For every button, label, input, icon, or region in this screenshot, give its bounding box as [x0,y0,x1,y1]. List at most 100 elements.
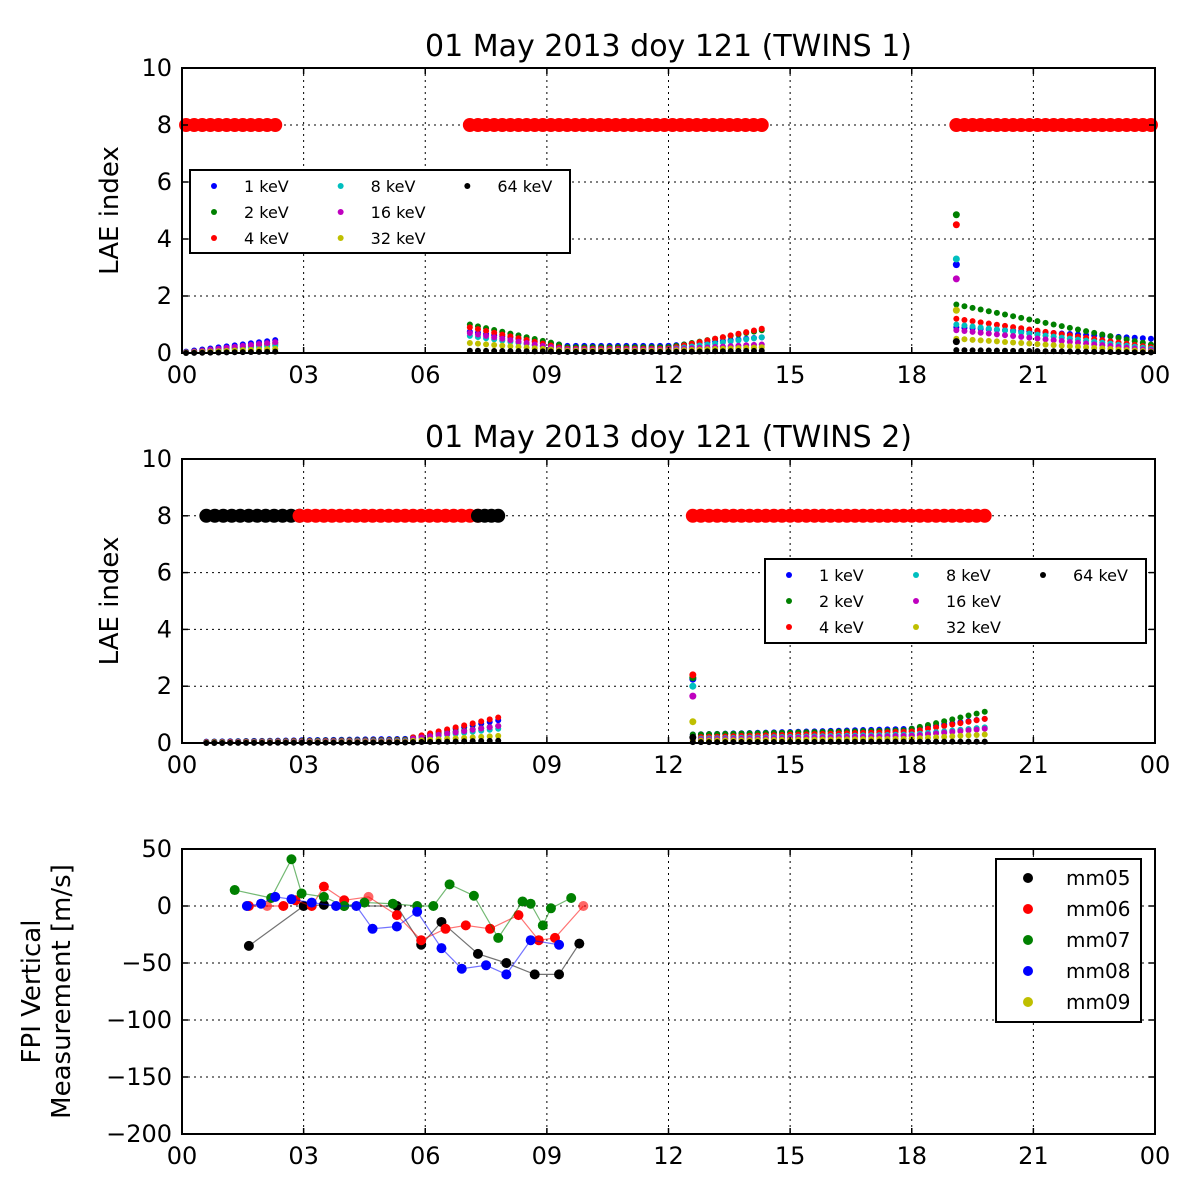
band-marker-point [491,508,506,523]
data-point-2-kev [1099,331,1106,338]
y-tick-label: 8 [157,111,172,139]
data-point-32-kev [981,731,988,738]
data-point-2-kev [1115,334,1122,341]
data-point-32-kev [993,338,1000,345]
data-point-16-kev [1058,338,1065,345]
data-point-4-kev [469,720,476,727]
data-point-mm08 [412,906,423,917]
data-point-mm05 [529,969,540,980]
y-tick-label: 10 [141,54,172,82]
data-point-mm06 [391,910,402,921]
legend-marker [337,209,344,215]
data-point-32-kev [949,733,956,740]
x-tick-label: 15 [775,751,806,779]
data-point-mm08 [286,894,297,905]
y-tick-label: 2 [157,672,172,700]
legend-box [189,169,571,254]
band-marker-point [268,118,283,132]
data-point-2-kev [965,712,972,719]
data-point-32-kev [1001,338,1008,345]
legend-marker [786,624,792,630]
data-point-mm08 [270,891,281,902]
data-point-mm07 [359,897,370,908]
spike-point [689,671,697,679]
data-point-64-kev [754,738,761,745]
data-point-16-kev [965,727,972,734]
data-point-mm06 [578,901,589,911]
data-point-32-kev [486,733,493,740]
data-point-8-kev [977,324,984,331]
data-point-16-kev [515,338,522,345]
data-point-4-kev [981,715,988,722]
data-point-2-kev [1083,328,1090,335]
x-tick-label: 12 [653,1142,684,1170]
data-point-32-kev [466,340,473,347]
data-point-32-kev [973,731,980,738]
data-point-2-kev [985,308,992,315]
x-tick-label: 00 [167,751,198,779]
data-point-mm07 [468,890,479,901]
data-point-4-kev [483,327,490,334]
x-tick-label: 12 [653,751,684,779]
data-point-2-kev [961,303,968,310]
legend-marker [786,572,792,578]
data-point-mm06 [513,910,524,921]
data-point-2-kev [1123,336,1130,343]
spike-point [952,275,960,283]
legend: mm05 mm06 mm07 mm08 mm09 [995,858,1142,1023]
data-point-32-kev [499,342,506,349]
data-point-8-kev [985,325,992,332]
data-point-32-kev [957,732,964,739]
data-point-2-kev [1058,323,1065,330]
data-point-mm08 [241,901,252,911]
data-point-mm05 [243,940,254,951]
data-point-16-kev [1010,333,1017,340]
data-point-8-kev [750,335,757,342]
legend-label: 4 keV [244,229,289,248]
data-point-mm06 [278,901,289,911]
data-point-4-kev [941,722,948,729]
data-point-32-kev [1074,343,1081,350]
legend-marker [786,598,792,604]
legend-marker [464,183,471,189]
y-tick-label: 0 [157,339,172,367]
data-point-4-kev [750,327,757,334]
data-point-2-kev [1018,314,1025,321]
data-point-16-kev [256,341,263,348]
spike-point [952,255,960,263]
legend-label: 16 keV [371,203,426,222]
data-point-8-kev [1018,329,1025,336]
spike-point [952,261,960,269]
data-point-2-kev [993,309,1000,316]
data-point-32-kev [1026,340,1033,347]
x-tick-label: 00 [167,361,198,389]
data-point-16-kev [435,731,442,738]
data-point-32-kev [1018,340,1025,347]
data-point-32-kev [965,732,972,739]
x-tick-label: 00 [167,1142,198,1170]
data-point-16-kev [949,728,956,735]
data-point-mm08 [306,897,317,908]
spike-point [689,682,697,690]
data-point-32-kev [483,341,490,348]
data-point-16-kev [953,327,960,334]
data-point-32-kev [933,734,940,741]
data-point-16-kev [985,330,992,337]
data-point-mm07 [493,932,504,943]
y-tick-label: 8 [157,502,172,530]
data-point-16-kev [264,340,271,347]
data-point-4-kev [1001,322,1008,329]
data-point-mm08 [351,901,362,911]
legend: 1 keV 2 keV 4 keV 8 keV 16 keV 32 keV 64 keV [764,558,1147,644]
legend-marker [211,235,217,241]
data-point-mm06 [533,935,544,946]
data-point-16-kev [469,726,476,733]
data-point-mm07 [296,888,307,899]
data-point-16-kev [491,334,498,341]
x-tick-label: 03 [288,1142,319,1170]
legend-box [764,558,1147,644]
data-point-mm06 [460,920,471,931]
data-point-mm08 [554,939,565,950]
